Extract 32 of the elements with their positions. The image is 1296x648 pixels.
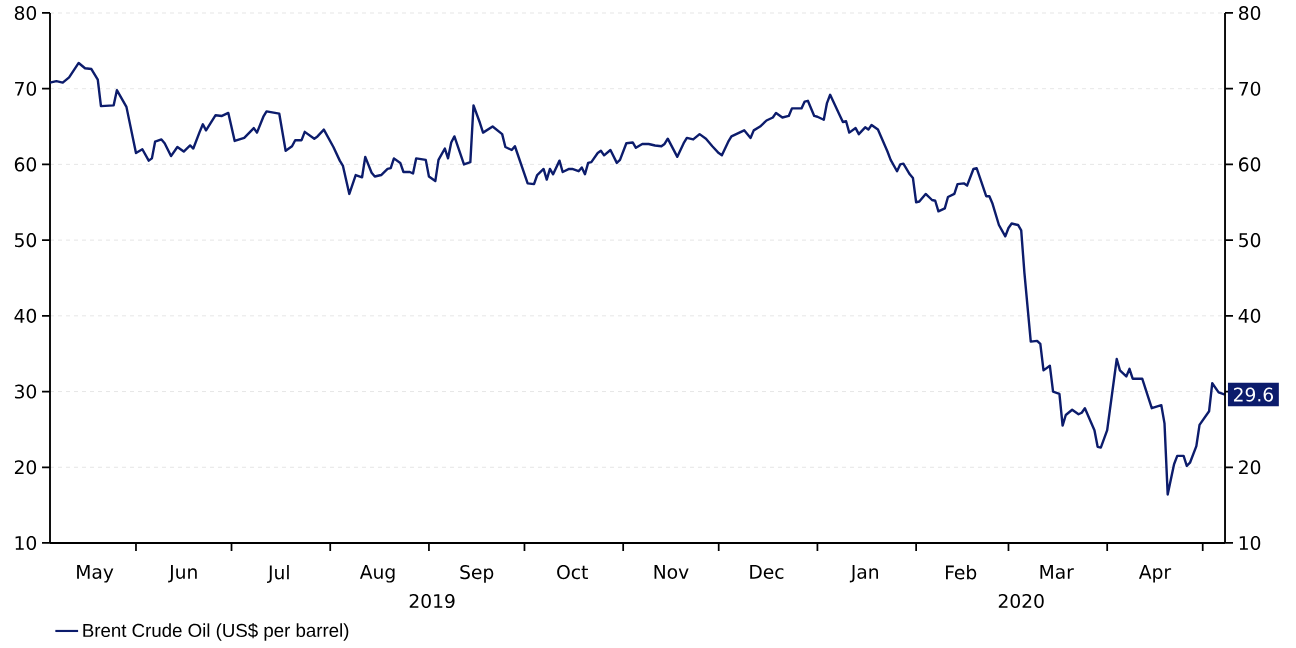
text: 2019 — [409, 593, 455, 609]
x-tick-label: Oct — [557, 565, 588, 580]
y-tick-label: 50 — [15, 233, 37, 248]
x-tick-label: Dec — [750, 565, 784, 579]
x-tick-label: Aug — [359, 565, 395, 583]
y2-tick-label: 10 — [1239, 535, 1261, 551]
y2-tick-label: 70 — [1239, 81, 1261, 96]
y-tick-label: 60 — [14, 157, 37, 172]
y2-tick-label: 60 — [1239, 157, 1261, 172]
y-tick-label: 80 — [14, 5, 37, 21]
y-tick-label: 40 — [14, 308, 37, 323]
x-tick-label: Jan — [849, 565, 878, 583]
legend-label: Brent Crude Oil (US$ per barrel) — [83, 623, 349, 641]
x-tick-label: Jun — [168, 565, 197, 583]
x-tick-label: May — [77, 565, 114, 583]
y-tick-label: 10 — [15, 535, 37, 551]
y-tick-label: 30 — [14, 384, 37, 399]
y2-tick-label: 20 — [1239, 460, 1261, 475]
annotation: 29.6 — [1233, 387, 1274, 402]
x-tick-label: Sep — [460, 565, 494, 583]
x-tick-label: Nov — [654, 565, 689, 579]
y2-tick-label: 50 — [1239, 233, 1261, 248]
x-tick-label: Apr — [1138, 565, 1172, 583]
x-tick-label: Feb — [946, 565, 977, 580]
text: 2020 — [998, 593, 1044, 609]
x-tick-label: Jul — [267, 565, 289, 583]
y-tick-label: 70 — [15, 81, 37, 96]
y2-tick-label: 40 — [1238, 308, 1261, 323]
line-series — [48, 61, 1227, 496]
y-tick-label: 20 — [14, 460, 37, 475]
y2-tick-label: 80 — [1239, 5, 1261, 21]
x-tick-label: Mar — [1040, 565, 1074, 579]
